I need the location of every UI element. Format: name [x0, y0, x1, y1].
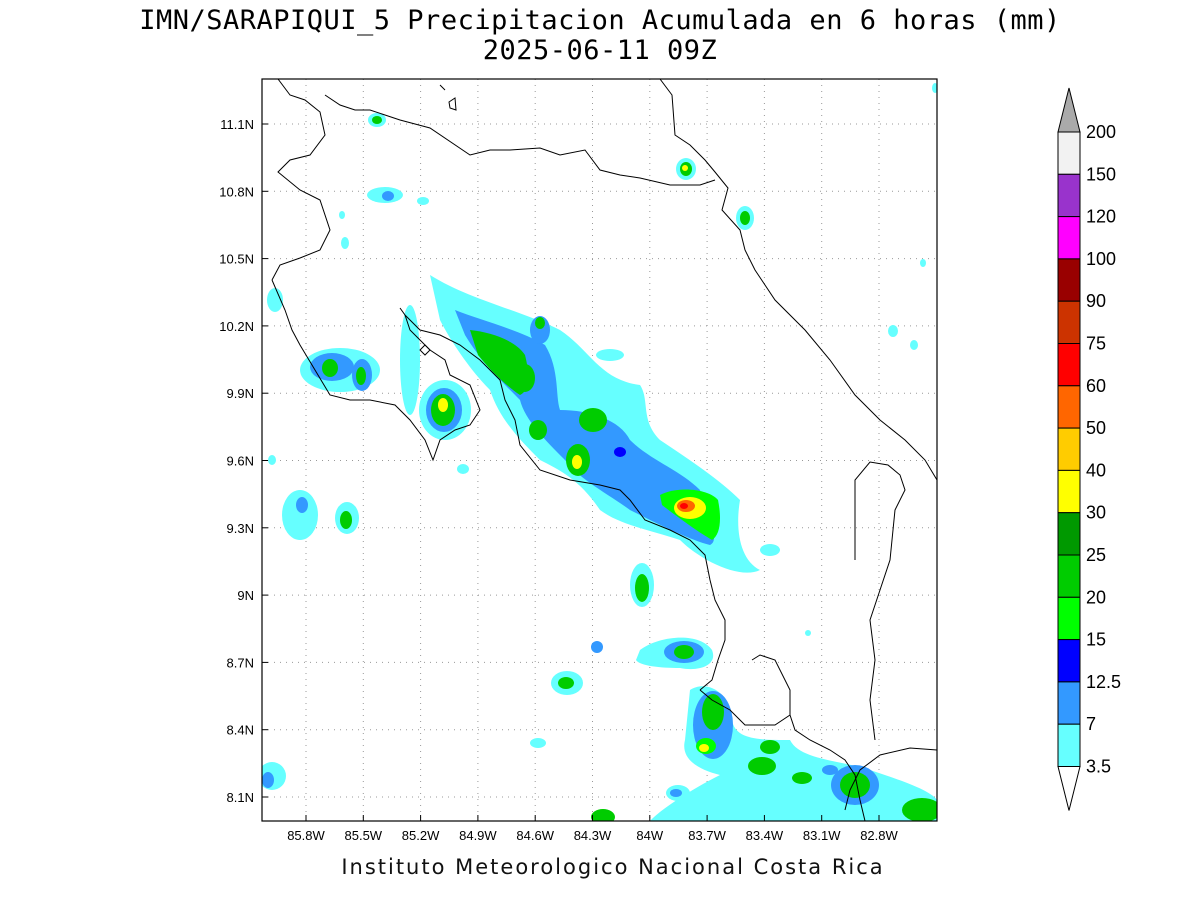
colorbar-label: 7	[1086, 714, 1096, 734]
lat-tick-label: 9.9N	[227, 386, 254, 401]
colorbar-label: 60	[1086, 376, 1106, 396]
lon-tick-label: 85.8W	[287, 828, 325, 843]
rain-cell	[339, 83, 937, 350]
colorbar-label: 20	[1086, 587, 1106, 607]
colorbar-segment	[1057, 512, 1081, 556]
colorbar-segment	[1057, 258, 1081, 302]
colorbar-label: 200	[1086, 122, 1116, 142]
latitude-axis: 11.1N 10.8N 10.5N 10.2N 9.9N 9.6N 9.3N 9N 8.7N 8.…	[219, 117, 268, 805]
map-frame	[261, 78, 938, 822]
map-timestamp: 2025-06-11 09Z	[482, 35, 718, 66]
colorbar-segment	[1057, 343, 1081, 387]
colorbar-segment	[1057, 385, 1081, 429]
lon-tick-label: 85.5W	[345, 828, 383, 843]
colorbar-segment	[1057, 216, 1081, 260]
rain-cell	[262, 288, 469, 790]
colorbar-label: 25	[1086, 545, 1106, 565]
rain-band-central	[430, 275, 780, 573]
lat-tick-label: 9.3N	[227, 521, 254, 536]
colorbar-label: 90	[1086, 291, 1106, 311]
lon-tick-label: 82.8W	[860, 828, 898, 843]
rain-band-south	[530, 563, 937, 821]
lon-tick-label: 84.3W	[574, 828, 612, 843]
colorbar-segment	[1057, 596, 1081, 641]
credit-text: Instituto Meteorologico Nacional Costa R…	[341, 855, 885, 879]
colorbar-segment	[1057, 300, 1081, 345]
colorbar: 200 150 120 100 90 75 60 50 40 30 25 20 15 12.5 7 3.5	[1057, 87, 1121, 811]
colorbar-segment	[1057, 131, 1081, 175]
colorbar-segment	[1057, 427, 1081, 471]
coastline	[271, 79, 937, 821]
colorbar-label: 12.5	[1086, 672, 1121, 692]
colorbar-segment	[1057, 723, 1081, 768]
colorbar-label: 150	[1086, 164, 1116, 184]
colorbar-segment	[1057, 681, 1081, 725]
lat-tick-label: 9N	[237, 588, 254, 603]
lon-tick-label: 83.4W	[746, 828, 784, 843]
lon-tick-label: 84W	[636, 828, 663, 843]
lon-tick-label: 84.6W	[516, 828, 554, 843]
colorbar-under-arrow	[1057, 766, 1081, 811]
colorbar-label: 3.5	[1086, 757, 1111, 777]
lat-tick-label: 8.1N	[227, 790, 254, 805]
lat-tick-label: 10.8N	[219, 184, 254, 199]
lat-tick-label: 8.4N	[227, 723, 254, 738]
colorbar-label: 50	[1086, 418, 1106, 438]
colorbar-segment	[1057, 639, 1081, 683]
rain-cell	[419, 380, 471, 440]
map-title: IMN/SARAPIQUI_5 Precipitacion Acumulada …	[139, 5, 1061, 36]
lat-tick-label: 10.5N	[219, 252, 254, 267]
colorbar-segment	[1057, 554, 1081, 598]
colorbar-label: 30	[1086, 503, 1106, 523]
lon-tick-label: 85.2W	[402, 828, 440, 843]
colorbar-label: 40	[1086, 460, 1106, 480]
colorbar-segment	[1057, 469, 1081, 514]
precipitation-field	[262, 83, 937, 821]
colorbar-over-arrow	[1057, 87, 1081, 133]
rain-cell	[300, 348, 380, 392]
lat-tick-label: 8.7N	[227, 655, 254, 670]
lat-tick-label: 11.1N	[220, 117, 254, 132]
lat-tick-label: 10.2N	[219, 319, 254, 334]
lon-tick-label: 83.7W	[688, 828, 726, 843]
colorbar-label: 100	[1086, 249, 1116, 269]
colorbar-label: 15	[1086, 630, 1106, 650]
lon-tick-label: 84.9W	[459, 828, 497, 843]
colorbar-segment	[1057, 173, 1081, 218]
lat-tick-label: 9.6N	[227, 454, 254, 469]
lon-tick-label: 83.1W	[803, 828, 841, 843]
colorbar-label: 75	[1086, 334, 1106, 354]
longitude-axis: 85.8W 85.5W 85.2W 84.9W 84.6W 84.3W 84W 83.7W 83…	[287, 815, 899, 843]
colorbar-label: 120	[1086, 207, 1116, 227]
